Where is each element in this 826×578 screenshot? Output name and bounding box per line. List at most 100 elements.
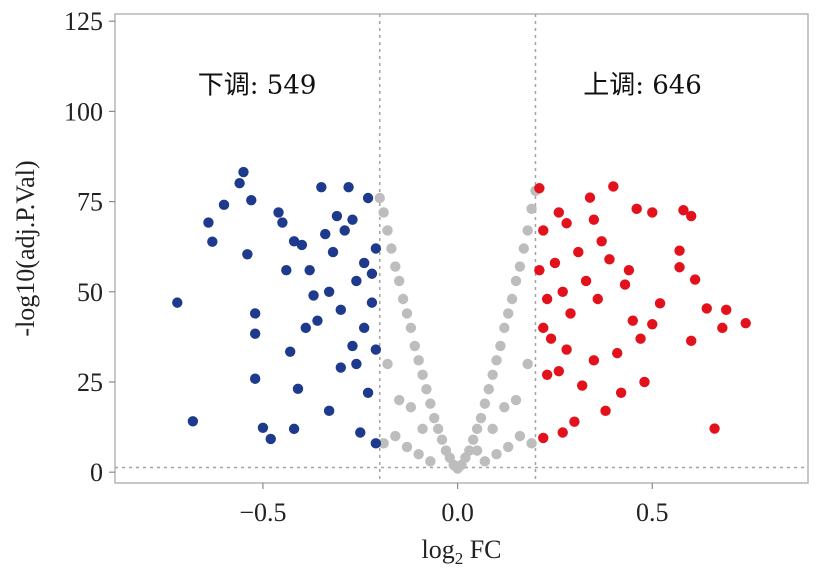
data-point (541, 293, 553, 305)
data-point (405, 402, 417, 413)
data-point (172, 297, 183, 308)
data-point (273, 207, 284, 218)
data-point (358, 257, 370, 269)
data-point (740, 317, 751, 329)
data-point (320, 228, 331, 240)
data-point (545, 333, 557, 344)
data-point (370, 344, 382, 355)
data-point (351, 358, 362, 370)
data-point (615, 387, 627, 399)
plot-frame (114, 13, 809, 484)
data-point (409, 340, 420, 352)
data-point (686, 335, 697, 347)
y-axis-title: -log10(adj.P.Val) (11, 160, 40, 336)
data-point (390, 261, 401, 272)
data-point (588, 355, 600, 366)
data-point (491, 355, 502, 366)
data-point (300, 322, 311, 334)
data-point (370, 243, 382, 254)
data-point (647, 319, 658, 330)
data-point (479, 456, 491, 467)
data-point (347, 214, 358, 225)
data-point (471, 445, 483, 456)
data-point (304, 264, 315, 276)
data-point (316, 181, 327, 193)
data-point (281, 264, 292, 276)
data-point (721, 304, 732, 316)
data-point (238, 166, 249, 178)
data-point (257, 422, 269, 434)
data-point (358, 322, 370, 334)
data-point (366, 268, 378, 279)
data-point (541, 369, 553, 380)
upregulated-count-label: 上调: 646 (583, 70, 702, 100)
data-point (538, 322, 549, 334)
data-point (503, 441, 514, 453)
data-point (405, 322, 417, 334)
data-point (538, 432, 549, 444)
data-point (592, 293, 603, 305)
data-point (249, 308, 261, 319)
data-point (561, 344, 572, 355)
data-point (464, 445, 475, 456)
x-axis-tick-label: 0.5 (636, 498, 669, 527)
data-point (510, 275, 522, 287)
x-axis-title-suffix: FC (463, 535, 501, 564)
data-point (308, 290, 319, 301)
data-point (413, 448, 424, 460)
data-point (701, 303, 712, 314)
data-point (627, 315, 639, 326)
data-point (436, 434, 448, 445)
data-point (382, 358, 393, 370)
data-point (588, 214, 600, 225)
data-point (635, 333, 646, 344)
data-point (678, 205, 689, 216)
data-point (425, 456, 436, 467)
data-point (425, 398, 436, 409)
data-point (600, 405, 611, 417)
data-point (397, 293, 409, 305)
data-point (565, 308, 576, 319)
ticks-layer: −0.5 0.0 0.5 0 25 50 75 100 125 (64, 7, 669, 527)
data-point (265, 433, 276, 445)
x-axis-tick-label: −0.5 (239, 498, 286, 527)
data-point (378, 438, 389, 449)
data-point (619, 279, 631, 290)
data-point (284, 346, 296, 357)
data-point (522, 358, 533, 370)
data-point (596, 236, 607, 247)
y-axis-tick-label: 0 (90, 458, 103, 487)
data-point (674, 262, 685, 273)
data-point (429, 412, 440, 424)
data-point (351, 275, 362, 287)
data-point (386, 243, 397, 254)
data-point (534, 183, 545, 194)
data-point (717, 322, 728, 334)
data-point (514, 261, 526, 272)
data-point (413, 355, 424, 366)
data-point (335, 362, 347, 373)
data-point (709, 423, 720, 434)
data-point (362, 387, 374, 399)
data-point (557, 286, 568, 297)
data-point (487, 369, 498, 380)
data-point (580, 275, 592, 287)
data-point (331, 210, 343, 222)
data-point (401, 441, 413, 453)
data-point (538, 225, 549, 236)
y-axis-tick-label: 125 (64, 7, 103, 36)
data-point (487, 423, 498, 435)
data-point (534, 264, 545, 276)
data-point (417, 423, 428, 435)
data-point (382, 225, 393, 236)
data-point (623, 264, 635, 276)
data-point (631, 203, 642, 215)
data-point (432, 423, 444, 435)
data-point (499, 402, 510, 413)
y-axis-tick-label: 25 (77, 368, 103, 397)
data-point (526, 438, 537, 449)
data-point (390, 430, 401, 442)
data-point (514, 430, 526, 442)
